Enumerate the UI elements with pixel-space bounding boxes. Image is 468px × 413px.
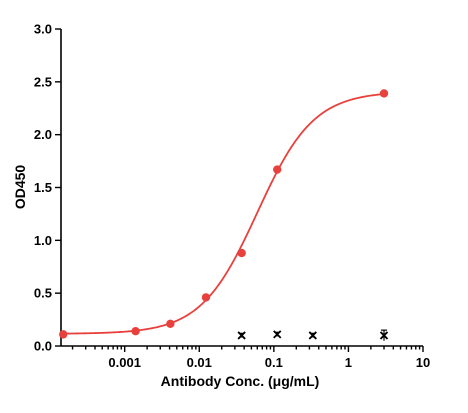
fit-curve-layer	[63, 93, 385, 335]
y-tick-label: 2.5	[34, 74, 52, 89]
data-point	[59, 330, 68, 339]
x-marker-stroke	[237, 331, 246, 340]
fit-curve-line	[63, 93, 385, 335]
x-axis: 0.001 0.01 0.1 1 10	[61, 345, 430, 370]
y-tick-label: 0.0	[34, 339, 52, 354]
data-point	[166, 319, 175, 329]
data-point	[131, 327, 140, 336]
x-marker-stroke	[273, 330, 282, 339]
x-marker-stroke	[379, 331, 389, 340]
control-point	[379, 329, 389, 341]
data-point	[201, 293, 211, 302]
x-tick-label: 0.01	[187, 355, 212, 370]
x-tick-label: 1	[345, 355, 352, 370]
y-axis: 0.0 0.5 1.0 1.5 2.0 2.5 3.0	[34, 22, 62, 354]
control-point	[237, 331, 246, 340]
control-point	[273, 330, 282, 339]
x-tick-label: 0.001	[108, 355, 141, 370]
data-point	[237, 248, 246, 258]
data-point	[273, 165, 282, 174]
y-tick-label: 3.0	[34, 22, 52, 37]
control-point	[308, 331, 317, 340]
y-tick-label: 1.5	[34, 180, 52, 195]
y-axis-title: OD450	[12, 165, 28, 210]
data-points-layer	[59, 89, 389, 341]
x-tick-label: 10	[416, 355, 430, 370]
y-tick-label: 0.5	[34, 286, 52, 301]
y-tick-label: 1.0	[34, 233, 52, 248]
data-point	[379, 89, 389, 98]
y-tick-label: 2.0	[34, 127, 52, 142]
x-marker-stroke	[308, 331, 317, 340]
x-axis-title: Antibody Conc. (μg/mL)	[161, 373, 320, 389]
x-tick-label: 0.1	[265, 355, 283, 370]
